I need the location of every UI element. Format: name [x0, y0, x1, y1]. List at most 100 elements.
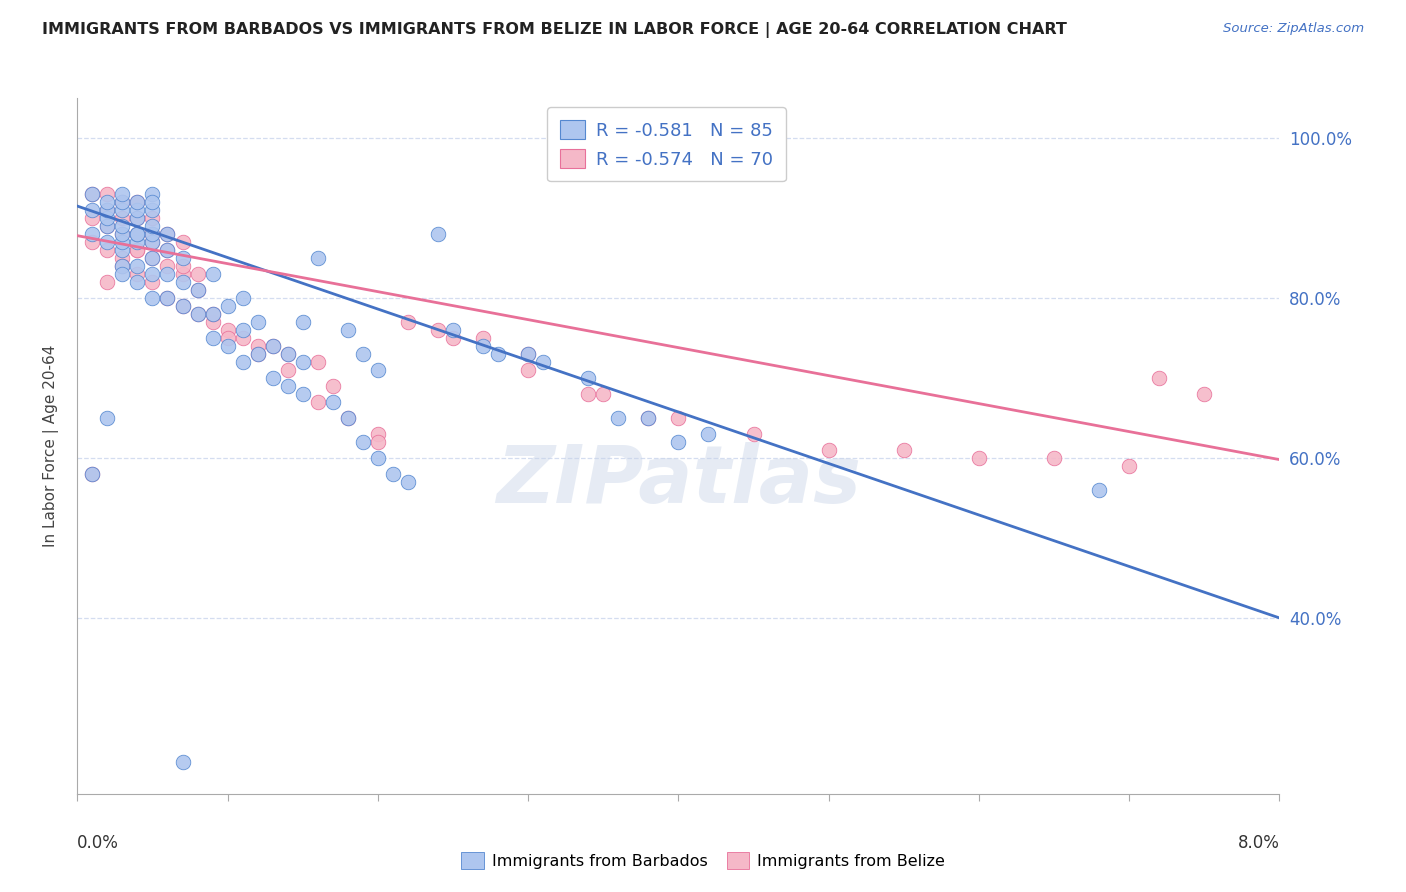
Point [111, 259, 134, 273]
Point [156, 227, 179, 241]
Point [1149, 371, 1171, 385]
Point [111, 219, 134, 233]
Point [172, 299, 194, 313]
Point [517, 363, 540, 377]
Point [262, 339, 284, 353]
Text: ZIPatlas: ZIPatlas [496, 442, 860, 520]
Point [668, 411, 690, 425]
Point [141, 251, 163, 265]
Point [127, 195, 149, 210]
Point [111, 259, 134, 273]
Point [96, 235, 118, 249]
Text: IMMIGRANTS FROM BARBADOS VS IMMIGRANTS FROM BELIZE IN LABOR FORCE | AGE 20-64 CO: IMMIGRANTS FROM BARBADOS VS IMMIGRANTS F… [42, 22, 1067, 38]
Point [96, 187, 118, 202]
Point [141, 219, 163, 233]
Point [187, 307, 209, 321]
Point [307, 395, 329, 409]
Point [127, 227, 149, 241]
Point [277, 379, 299, 393]
Point [367, 450, 389, 465]
Point [277, 363, 299, 377]
Point [127, 203, 149, 218]
Point [381, 467, 404, 481]
Point [201, 315, 224, 329]
Point [141, 227, 163, 241]
Point [172, 275, 194, 289]
Point [217, 299, 239, 313]
Point [82, 187, 104, 202]
Y-axis label: In Labor Force | Age 20-64: In Labor Force | Age 20-64 [44, 345, 59, 547]
Point [141, 251, 163, 265]
Point [472, 339, 495, 353]
Point [531, 355, 554, 369]
Point [322, 395, 344, 409]
Legend: R = -0.581   N = 85, R = -0.574   N = 70: R = -0.581 N = 85, R = -0.574 N = 70 [547, 107, 786, 181]
Point [127, 275, 149, 289]
Point [141, 195, 163, 210]
Point [307, 355, 329, 369]
Point [172, 267, 194, 281]
Point [396, 475, 419, 489]
Point [111, 195, 134, 210]
Point [742, 427, 765, 442]
Point [82, 211, 104, 225]
Point [396, 315, 419, 329]
Point [96, 275, 118, 289]
Point [427, 323, 450, 337]
Point [201, 331, 224, 345]
Point [127, 227, 149, 241]
Point [217, 331, 239, 345]
Text: 0.0%: 0.0% [77, 834, 120, 852]
Point [96, 411, 118, 425]
Point [141, 227, 163, 241]
Point [141, 235, 163, 249]
Point [441, 331, 464, 345]
Point [111, 235, 134, 249]
Point [262, 371, 284, 385]
Point [322, 379, 344, 393]
Point [232, 291, 254, 305]
Point [217, 339, 239, 353]
Point [277, 347, 299, 361]
Point [82, 235, 104, 249]
Point [187, 267, 209, 281]
Point [172, 251, 194, 265]
Point [201, 267, 224, 281]
Point [111, 211, 134, 225]
Point [127, 195, 149, 210]
Point [127, 267, 149, 281]
Point [127, 211, 149, 225]
Point [96, 211, 118, 225]
Point [127, 243, 149, 257]
Point [141, 203, 163, 218]
Point [592, 387, 614, 401]
Point [291, 355, 314, 369]
Point [668, 435, 690, 450]
Point [246, 347, 269, 361]
Point [1088, 483, 1111, 497]
Point [1043, 450, 1066, 465]
Point [262, 339, 284, 353]
Point [352, 347, 374, 361]
Point [127, 227, 149, 241]
Point [336, 323, 359, 337]
Point [187, 283, 209, 297]
Point [1194, 387, 1216, 401]
Point [637, 411, 659, 425]
Point [336, 411, 359, 425]
Point [246, 347, 269, 361]
Legend: Immigrants from Barbados, Immigrants from Belize: Immigrants from Barbados, Immigrants fro… [453, 845, 953, 877]
Point [127, 211, 149, 225]
Point [277, 347, 299, 361]
Point [156, 227, 179, 241]
Point [156, 243, 179, 257]
Point [96, 203, 118, 218]
Point [111, 203, 134, 218]
Point [187, 307, 209, 321]
Point [127, 243, 149, 257]
Point [232, 355, 254, 369]
Point [697, 427, 720, 442]
Point [82, 467, 104, 481]
Point [607, 411, 630, 425]
Point [96, 203, 118, 218]
